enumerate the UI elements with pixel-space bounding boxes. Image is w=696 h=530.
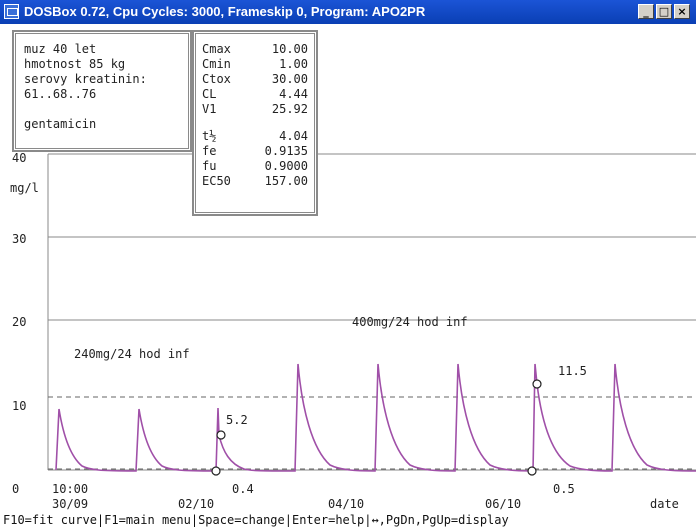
x-tick-06-10: 06/10 bbox=[485, 497, 521, 511]
y-tick-20: 20 bbox=[12, 315, 26, 329]
param-row-ctox: Ctox 30.00 bbox=[202, 72, 308, 86]
concentration-curve bbox=[55, 363, 696, 472]
param-row-v1: V1 25.92 bbox=[202, 102, 308, 116]
param-row-ec50: EC50 157.00 bbox=[202, 174, 308, 188]
maximize-icon[interactable]: □ bbox=[656, 4, 672, 19]
patient-line bbox=[24, 102, 180, 117]
dos-screen: 40 mg/l 30 20 10 0 10:00 30/09 02/10 04/… bbox=[0, 24, 696, 530]
x-tick-02-10: 02/10 bbox=[178, 497, 214, 511]
x-axis-date-label: date bbox=[650, 497, 679, 511]
trough-marker-0-4 bbox=[211, 466, 221, 476]
trough-label-0-5: 0.5 bbox=[553, 482, 575, 496]
concentration-graph: 40 mg/l 30 20 10 0 10:00 30/09 02/10 04/… bbox=[10, 151, 696, 511]
x-tick-30-09: 30/09 bbox=[52, 497, 88, 511]
close-icon[interactable]: × bbox=[674, 4, 690, 19]
param-row-half-life: t½ 4.04 bbox=[202, 129, 308, 143]
dosing-label-400: 400mg/24 hod inf bbox=[352, 315, 468, 329]
patient-info-panel: muz 40 let hmotnost 85 kg serovy kreatin… bbox=[12, 30, 192, 152]
window-titlebar: DOSBox 0.72, Cpu Cycles: 3000, Frameskip… bbox=[0, 0, 696, 24]
window-title: DOSBox 0.72, Cpu Cycles: 3000, Frameskip… bbox=[24, 4, 426, 19]
function-key-help-bar: F10=fit curve|F1=main menu|Space=change|… bbox=[3, 513, 509, 527]
peak-marker-11-5 bbox=[532, 379, 542, 389]
param-row-fe: fe 0.9135 bbox=[202, 144, 308, 158]
peak-marker-5-2 bbox=[216, 430, 226, 440]
y-tick-0: 0 bbox=[12, 482, 19, 496]
dosing-label-240: 240mg/24 hod inf bbox=[74, 347, 190, 361]
patient-line: muz 40 let bbox=[24, 42, 97, 56]
patient-line: serovy kreatinin: bbox=[24, 72, 147, 86]
param-row-cmin: Cmin 1.00 bbox=[202, 57, 308, 71]
drug-name: gentamicin bbox=[24, 117, 97, 131]
patient-line: hmotnost 85 kg bbox=[24, 57, 126, 71]
x-tick-time: 10:00 bbox=[52, 482, 88, 496]
peak-label-11-5: 11.5 bbox=[558, 364, 587, 378]
peak-label-5-2: 5.2 bbox=[226, 413, 248, 427]
x-tick-04-10: 04/10 bbox=[328, 497, 364, 511]
y-tick-40: 40 bbox=[12, 151, 26, 165]
trough-marker-0-5 bbox=[527, 466, 537, 476]
param-row-fu: fu 0.9000 bbox=[202, 159, 308, 173]
pk-parameters-panel: Cmax 10.00 Cmin 1.00 Ctox 30.00 CL 4.44 V1 25… bbox=[192, 30, 318, 216]
param-row-cl: CL 4.44 bbox=[202, 87, 308, 101]
trough-label-0-4: 0.4 bbox=[232, 482, 254, 496]
y-tick-30: 30 bbox=[12, 232, 26, 246]
param-row-cmax: Cmax 10.00 bbox=[202, 42, 308, 56]
y-tick-10: 10 bbox=[12, 399, 26, 413]
dosbox-icon bbox=[4, 4, 19, 19]
y-unit-label: mg/l bbox=[10, 181, 39, 195]
patient-line: 61..68..76 bbox=[24, 87, 97, 101]
minimize-icon[interactable]: _ bbox=[638, 4, 654, 19]
